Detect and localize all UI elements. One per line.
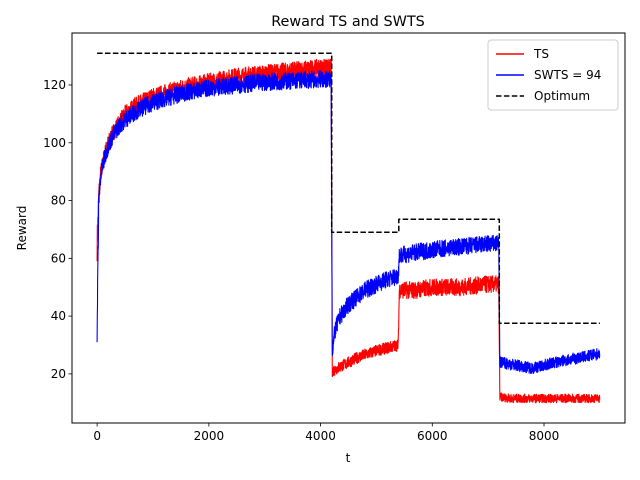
y-tick-label: 80 xyxy=(51,194,66,208)
series-line-swts-94 xyxy=(96,70,601,375)
y-tick-label: 40 xyxy=(51,309,66,323)
y-tick-label: 20 xyxy=(51,367,66,381)
y-tick-label: 60 xyxy=(51,251,66,265)
y-tick-label: 100 xyxy=(43,136,66,150)
x-tick-label: 0 xyxy=(93,429,101,443)
x-tick-label: 4000 xyxy=(305,429,336,443)
y-axis: 20 40 60 80 100 120 xyxy=(43,78,72,381)
legend: TS SWTS = 94 Optimum xyxy=(487,39,619,111)
plot-area xyxy=(96,52,601,404)
x-tick-label: 2000 xyxy=(194,429,225,443)
series-line-optimum xyxy=(97,52,600,325)
plot-frame xyxy=(71,32,626,424)
chart-title: Reward TS and SWTS xyxy=(271,14,425,30)
legend-label: Optimum xyxy=(534,89,590,103)
y-tick-label: 120 xyxy=(43,78,66,92)
legend-label: TS xyxy=(533,47,549,61)
legend-box xyxy=(487,39,619,111)
x-tick-label: 6000 xyxy=(417,429,448,443)
x-tick-label: 8000 xyxy=(529,429,560,443)
y-axis-title: Reward xyxy=(15,206,29,251)
x-axis: 0 2000 4000 6000 8000 xyxy=(93,423,559,443)
legend-label: SWTS = 94 xyxy=(534,68,601,82)
x-axis-title: t xyxy=(346,451,351,465)
